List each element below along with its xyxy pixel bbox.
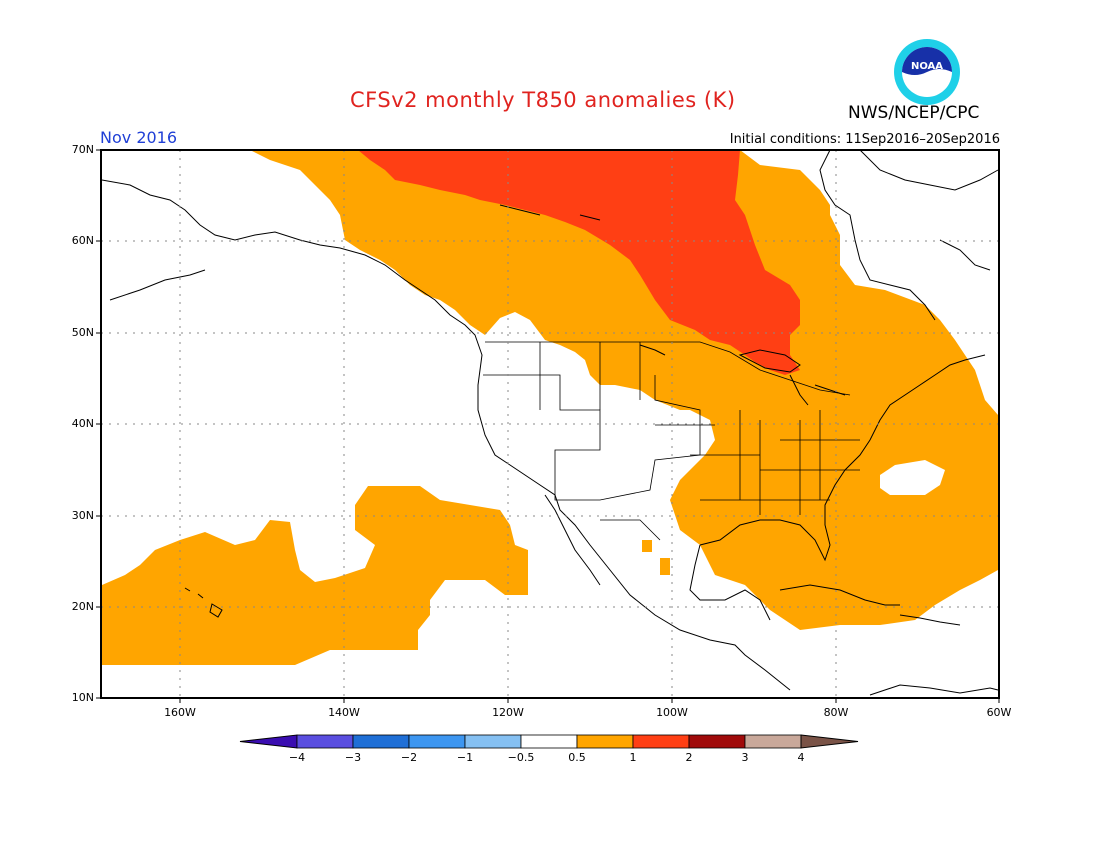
neutral-holes	[880, 460, 945, 495]
colorbar-label: −0.5	[507, 751, 535, 764]
colorbar-box	[464, 734, 522, 749]
colorbar-label: −4	[288, 751, 306, 764]
coastlines	[101, 149, 999, 696]
colorbar-box	[520, 734, 578, 749]
colorbar-label: −1	[456, 751, 474, 764]
logo-text: NOAA	[911, 61, 943, 72]
colorbar-box	[576, 734, 634, 749]
longitude-label: 140W	[328, 706, 360, 719]
forecast-month: Nov 2016	[100, 128, 178, 147]
latitude-label: 70N	[71, 143, 94, 156]
colorbar-label: 4	[797, 751, 805, 764]
colorbar-label: −2	[400, 751, 418, 764]
colorbar-label: 1	[629, 751, 637, 764]
colorbar-arrow-low	[239, 734, 298, 749]
latitude-label: 30N	[71, 509, 94, 522]
longitude-label: 120W	[492, 706, 524, 719]
longitude-label: 160W	[164, 706, 196, 719]
political-borders	[483, 341, 860, 541]
map-title: CFSv2 monthly T850 anomalies (K)	[350, 88, 736, 112]
initial-conditions: Initial conditions: 11Sep2016–20Sep2016	[729, 132, 1000, 147]
anomaly-fill-red	[358, 150, 800, 375]
longitude-label: 100W	[656, 706, 688, 719]
colorbar-label: 0.5	[568, 751, 586, 764]
latitude-label: 40N	[71, 417, 94, 430]
colorbar-box	[408, 734, 466, 749]
latitude-label: 50N	[71, 326, 94, 339]
latitude-label: 10N	[71, 691, 94, 704]
hawaii	[184, 587, 223, 618]
colorbar-box	[352, 734, 410, 749]
colorbar-box	[688, 734, 746, 749]
noaa-logo: NOAA	[894, 39, 960, 105]
great-lakes	[499, 204, 846, 406]
colorbar-box	[744, 734, 802, 749]
colorbar-box	[632, 734, 690, 749]
agency-label: NWS/NCEP/CPC	[848, 103, 980, 123]
colorbar-label: −3	[344, 751, 362, 764]
colorbar-label: 3	[741, 751, 749, 764]
frame-ticks	[96, 149, 1000, 703]
anomaly-fill-orange	[102, 150, 998, 665]
gridlines	[101, 150, 999, 698]
colorbar-label: 2	[685, 751, 693, 764]
longitude-label: 60W	[986, 706, 1012, 719]
latitude-label: 60N	[71, 234, 94, 247]
colorbar-box	[296, 734, 354, 749]
colorbar	[239, 734, 859, 749]
longitude-label: 80W	[823, 706, 849, 719]
colorbar-arrow-high	[800, 734, 859, 749]
latitude-label: 20N	[71, 600, 94, 613]
